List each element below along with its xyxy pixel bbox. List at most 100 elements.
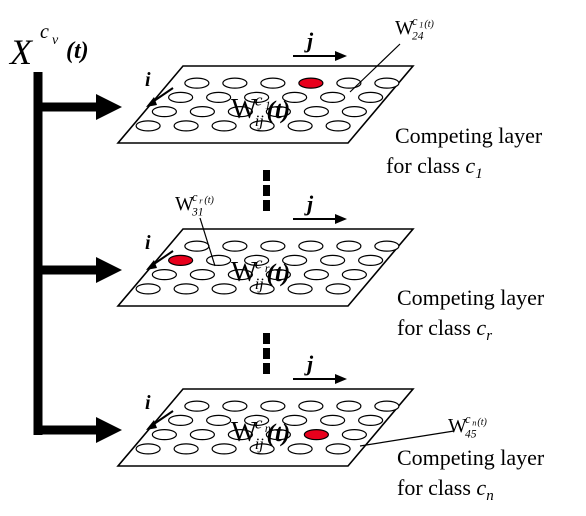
winner-weight-label-sub: 31 bbox=[191, 206, 204, 219]
layer-caption-line2: for class cn bbox=[397, 475, 494, 504]
layer-node bbox=[227, 429, 253, 441]
input-label-base: X bbox=[8, 32, 34, 72]
row-axis-arrowhead bbox=[146, 260, 157, 270]
input-arrow-layer-1 bbox=[38, 94, 122, 120]
layer-node bbox=[341, 106, 367, 118]
layer-node bbox=[244, 254, 270, 266]
layer-weight-label: Wc 1ij (t) bbox=[231, 90, 290, 129]
layer-node bbox=[206, 91, 232, 103]
col-axis-label: j bbox=[304, 351, 314, 376]
layer-node bbox=[135, 283, 161, 295]
layer-node bbox=[244, 91, 270, 103]
layer-weight-label-sup-base: c bbox=[255, 90, 263, 109]
input-label-sup-sub: v bbox=[52, 33, 59, 48]
winner-weight-label-suffix: (t) bbox=[424, 19, 434, 30]
layer-node bbox=[151, 269, 177, 281]
winner-weight-label-suffix: (t) bbox=[477, 417, 487, 428]
layer-node bbox=[374, 240, 400, 252]
input-bus bbox=[33, 72, 122, 443]
layer-caption-line1: Competing layer bbox=[397, 445, 545, 470]
winner-node bbox=[298, 77, 324, 89]
layer-node bbox=[282, 91, 308, 103]
layer-node bbox=[184, 77, 210, 89]
ellipsis-dots-lower bbox=[263, 333, 270, 374]
layer-node bbox=[189, 106, 215, 118]
col-axis-arrowhead bbox=[335, 374, 347, 384]
layer-node bbox=[358, 414, 384, 426]
winner-weight-label-base: W bbox=[175, 193, 194, 215]
layer-node bbox=[173, 283, 199, 295]
layer-node bbox=[287, 283, 313, 295]
layer-node bbox=[189, 269, 215, 281]
layer-node bbox=[184, 240, 210, 252]
row-axis-label: i bbox=[145, 69, 151, 91]
layer-weight-label: Wc nij (t) bbox=[231, 413, 290, 452]
layer-node bbox=[211, 443, 237, 455]
winner-weight-label-sup-base: c bbox=[412, 14, 418, 28]
layer-node bbox=[222, 77, 248, 89]
input-label-sup-base: c bbox=[40, 21, 49, 43]
layer-node bbox=[374, 400, 400, 412]
col-axis-arrowhead bbox=[335, 51, 347, 61]
layer-node bbox=[151, 106, 177, 118]
layer-weight-label-sup-sub: n bbox=[265, 422, 271, 435]
ellipsis-dots-upper bbox=[263, 170, 270, 211]
layer-node bbox=[168, 91, 194, 103]
layer-node bbox=[298, 400, 324, 412]
layer-node bbox=[211, 283, 237, 295]
layer-node bbox=[341, 269, 367, 281]
layer-weight-label-sup-sub: 1 bbox=[265, 99, 271, 112]
winner-pointer bbox=[349, 43, 401, 93]
layer-node bbox=[227, 269, 253, 281]
layer-node bbox=[244, 414, 270, 426]
winner-weight-label-sup-sub: 1 bbox=[419, 21, 423, 30]
input-label: X c v (t) bbox=[8, 21, 89, 72]
row-axis-arrowhead bbox=[146, 97, 157, 107]
layer-node bbox=[358, 254, 384, 266]
layer-node bbox=[282, 414, 308, 426]
layer-node bbox=[336, 77, 362, 89]
winner-pointer bbox=[199, 217, 216, 267]
layer-node bbox=[206, 414, 232, 426]
winner-weight-label: Wc 124(t) bbox=[395, 14, 435, 43]
layer-weight-label-sub: ij bbox=[255, 275, 265, 293]
row-axis-label: i bbox=[145, 232, 151, 254]
winner-weight-label-sub: 24 bbox=[412, 30, 424, 43]
col-axis-arrowhead bbox=[335, 214, 347, 224]
layer-node bbox=[320, 91, 346, 103]
layer-node bbox=[189, 429, 215, 441]
layer-node bbox=[287, 120, 313, 132]
input-arrow-layer-r bbox=[38, 257, 122, 283]
layer-node bbox=[168, 414, 194, 426]
layer-node bbox=[222, 240, 248, 252]
layer-caption-line1: Competing layer bbox=[395, 123, 543, 148]
layer-node bbox=[374, 77, 400, 89]
layer-weight-label-suffix: (t) bbox=[267, 260, 291, 287]
layer-node bbox=[325, 120, 351, 132]
layer-node bbox=[173, 120, 199, 132]
layer-node bbox=[265, 269, 291, 281]
layer-node bbox=[358, 91, 384, 103]
layer-node bbox=[206, 254, 232, 266]
layer-caption-line2: for class cr bbox=[397, 315, 492, 344]
layer-node bbox=[265, 429, 291, 441]
layer-node bbox=[336, 240, 362, 252]
winner-node bbox=[168, 254, 194, 266]
layer-weight-label-sup-sub: r bbox=[265, 262, 270, 275]
layer-weight-label-suffix: (t) bbox=[267, 97, 291, 124]
layer-node bbox=[303, 269, 329, 281]
row-axis-arrowhead bbox=[146, 420, 157, 430]
layer-node bbox=[151, 429, 177, 441]
layer-node bbox=[320, 414, 346, 426]
layer-node bbox=[135, 443, 161, 455]
layer-node bbox=[249, 283, 275, 295]
layer-weight-label: Wc rij (t) bbox=[231, 253, 290, 292]
col-axis-label: j bbox=[304, 191, 314, 216]
layer-node bbox=[260, 240, 286, 252]
layer-weight-label-sup-base: c bbox=[255, 413, 263, 432]
winner-weight-label-sup-sub: r bbox=[199, 197, 203, 206]
layer-weight-label-suffix: (t) bbox=[267, 420, 291, 447]
row-axis-label: i bbox=[145, 392, 151, 414]
layer-node bbox=[265, 106, 291, 118]
